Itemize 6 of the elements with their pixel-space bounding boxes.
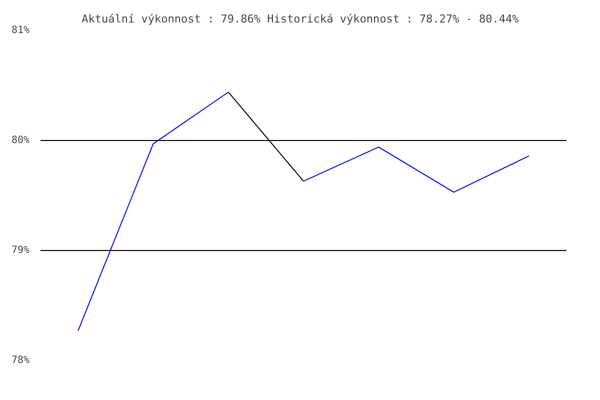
chart-title: Aktuální výkonnost : 79.86% Historická výkonnost : 78.27% - 80.44% <box>82 12 520 26</box>
y-tick-label: 80% <box>11 135 30 146</box>
y-tick-label: 79% <box>11 245 30 256</box>
y-tick-label: 78% <box>11 355 30 366</box>
y-tick-label: 81% <box>11 25 30 36</box>
line-series <box>303 146 530 193</box>
